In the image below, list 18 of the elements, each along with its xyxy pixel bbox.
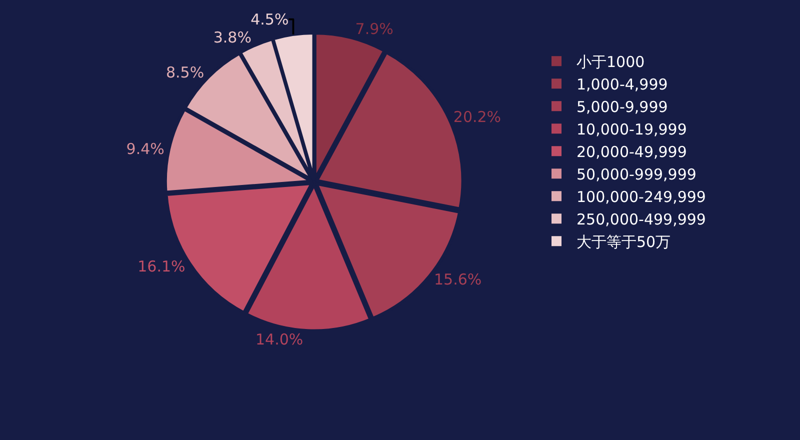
legend-label: 50,000-999,999 (576, 166, 696, 184)
data-label: 15.6% (434, 270, 482, 289)
legend-label: 大于等于50万 (576, 233, 671, 252)
legend-label: 1,000-4,999 (576, 76, 668, 94)
legend-label: 10,000-19,999 (576, 120, 687, 139)
data-label: 20.2% (453, 108, 502, 126)
data-label: 16.1% (138, 257, 186, 276)
data-label: 8.5% (166, 63, 204, 82)
legend-label: 小于1000 (576, 53, 645, 72)
data-label: 3.8% (213, 28, 252, 46)
legend-label: 20,000-49,999 (576, 143, 687, 162)
legend-label: 250,000-499,999 (576, 210, 706, 229)
data-label: 9.4% (126, 140, 164, 158)
data-label: 7.9% (355, 20, 394, 38)
data-label: 14.0% (256, 330, 304, 349)
legend-label: 100,000-249,999 (576, 188, 706, 206)
data-label: 4.5% (250, 10, 289, 28)
legend-label: 5,000-9,999 (576, 98, 668, 116)
